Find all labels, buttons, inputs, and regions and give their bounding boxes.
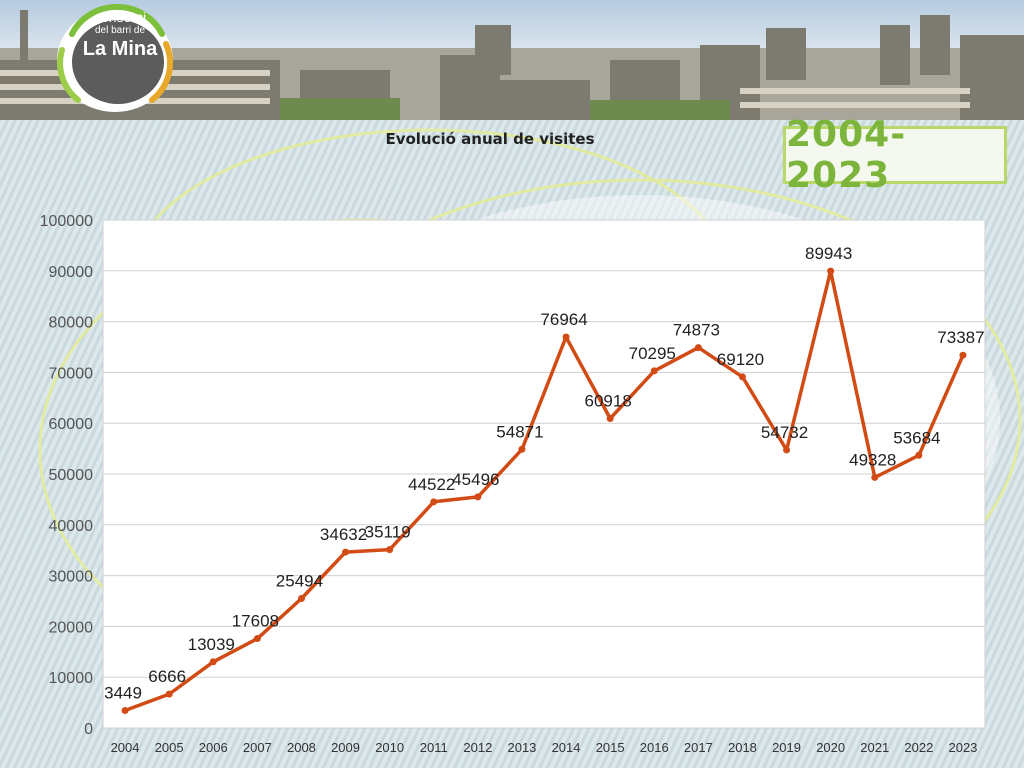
data-label: 17608 [232, 612, 279, 631]
x-tick-label: 2015 [596, 740, 625, 755]
data-point [562, 333, 570, 341]
data-point [209, 658, 217, 666]
consorci-logo [57, 4, 174, 112]
data-label: 69120 [717, 350, 764, 369]
x-tick-label: 2009 [331, 740, 360, 755]
x-tick-label: 2016 [640, 740, 669, 755]
logo-line-3: La Mina [82, 38, 158, 60]
x-tick-label: 2012 [463, 740, 492, 755]
logo-text: consorci del barri de La Mina [70, 8, 170, 59]
x-tick-label: 2006 [199, 740, 228, 755]
logo-line-1: consorci [93, 9, 147, 25]
x-axis-ticks: 2004 2005 2006 2007 2008 2009 2010 2011 2012 2013… [111, 740, 978, 755]
data-point [650, 367, 658, 375]
data-point [606, 415, 614, 423]
data-point [915, 451, 923, 459]
y-axis-ticks: 0 10000 20000 30000 40000 50000 60000 70000 8000… [40, 213, 93, 738]
x-tick-label: 2019 [772, 740, 801, 755]
y-tick-label: 100000 [40, 213, 93, 230]
data-point [871, 473, 879, 481]
logo-line-2: del barri de [94, 25, 146, 36]
series-line [124, 269, 965, 713]
x-tick-label: 2010 [375, 740, 404, 755]
data-point [518, 445, 526, 453]
x-tick-label: 2022 [904, 740, 933, 755]
data-label: 13039 [188, 635, 235, 654]
data-point [121, 706, 129, 714]
data-point [430, 498, 438, 506]
y-tick-label: 10000 [49, 670, 94, 687]
y-tick-label: 50000 [49, 467, 94, 484]
x-tick-label: 2018 [728, 740, 757, 755]
data-label: 54871 [496, 422, 543, 441]
x-tick-label: 2014 [552, 740, 581, 755]
x-tick-label: 2004 [111, 740, 140, 755]
chart-title: Evolució anual de visites [385, 130, 595, 148]
data-label: 3449 [104, 683, 142, 702]
data-point [253, 635, 261, 643]
data-label: 60918 [585, 392, 632, 411]
y-tick-label: 60000 [49, 416, 94, 433]
data-point [386, 546, 394, 554]
data-point [297, 594, 305, 602]
x-tick-label: 2007 [243, 740, 272, 755]
data-point [342, 548, 350, 556]
data-label: 25494 [276, 571, 323, 590]
series-visites [121, 267, 967, 714]
x-tick-label: 2011 [420, 740, 448, 755]
year-range-badge: 2004-2023 [783, 114, 1007, 196]
data-label: 76964 [540, 310, 587, 329]
data-label: 44522 [408, 475, 455, 494]
data-label: 6666 [148, 667, 186, 686]
x-tick-label: 2017 [684, 740, 713, 755]
data-point [959, 351, 967, 359]
x-tick-label: 2021 [860, 740, 889, 755]
data-label: 73387 [937, 328, 984, 347]
data-point [783, 446, 791, 454]
y-tick-label: 70000 [49, 365, 94, 382]
data-point [694, 344, 702, 352]
data-label: 54732 [761, 423, 808, 442]
gridlines [103, 219, 985, 729]
data-point [165, 690, 173, 698]
data-label: 35119 [365, 523, 411, 542]
data-label: 89943 [805, 244, 852, 263]
data-point [474, 493, 482, 501]
x-tick-label: 2013 [507, 740, 536, 755]
y-tick-label: 30000 [49, 569, 94, 586]
data-label: 45496 [452, 470, 499, 489]
y-tick-label: 40000 [49, 518, 94, 535]
y-tick-label: 90000 [49, 264, 94, 281]
y-tick-label: 20000 [49, 619, 94, 636]
data-point [738, 373, 746, 381]
x-tick-label: 2023 [948, 740, 977, 755]
data-point [827, 267, 835, 275]
data-label: 49328 [849, 450, 896, 469]
y-tick-label: 80000 [49, 315, 94, 332]
x-tick-label: 2005 [155, 740, 184, 755]
data-label: 74873 [673, 321, 720, 340]
data-label: 34632 [320, 525, 367, 544]
x-tick-label: 2020 [816, 740, 845, 755]
year-range-text: 2004-2023 [786, 114, 907, 196]
y-tick-label: 0 [84, 721, 93, 738]
data-label: 53684 [893, 428, 940, 447]
data-label: 70295 [629, 344, 676, 363]
cityscape-banner [0, 0, 1024, 120]
x-tick-label: 2008 [287, 740, 316, 755]
